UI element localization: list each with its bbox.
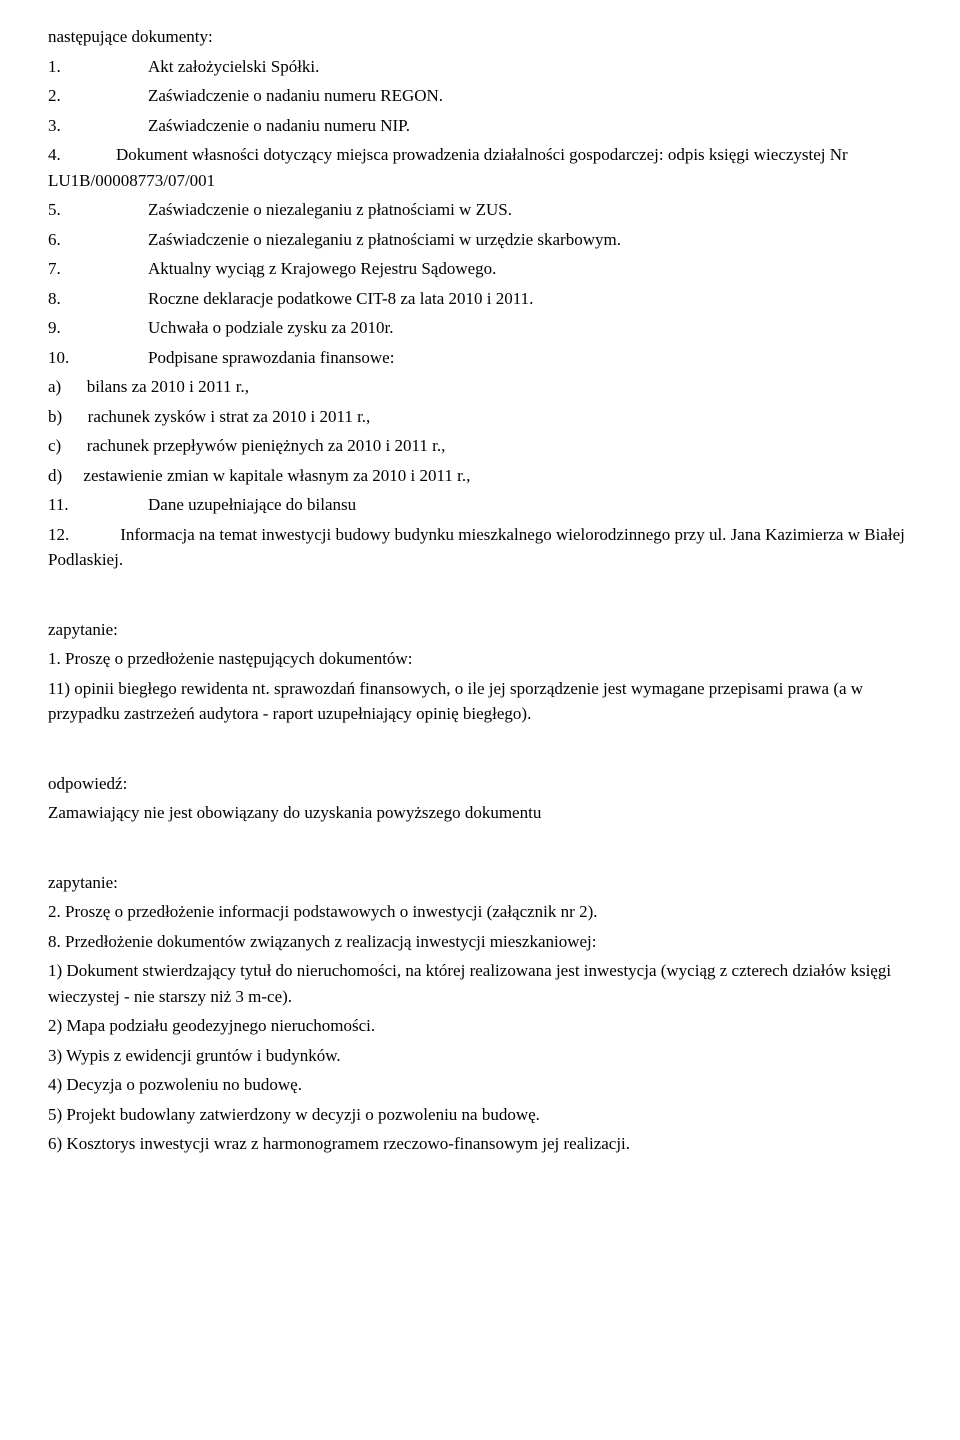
- item-text: Roczne deklaracje podatkowe CIT-8 za lat…: [148, 286, 912, 312]
- query2-sub4: 4) Decyzja o pozwoleniu no budowę.: [48, 1072, 912, 1098]
- query2-sub3: 3) Wypis z ewidencji gruntów i budynków.: [48, 1043, 912, 1069]
- item-text: Dane uzupełniające do bilansu: [148, 492, 912, 518]
- list-item-12: 12. Informacja na temat inwestycji budow…: [48, 522, 912, 573]
- item-number: 8.: [48, 286, 148, 312]
- query-label-2: zapytanie:: [48, 870, 912, 896]
- item-number: 2.: [48, 83, 148, 109]
- list-item: 3. Zaświadczenie o nadaniu numeru NIP.: [48, 113, 912, 139]
- item-number: 9.: [48, 315, 148, 341]
- list-item: 10. Podpisane sprawozdania finansowe:: [48, 345, 912, 371]
- sub-item-d: d) zestawienie zmian w kapitale własnym …: [48, 463, 912, 489]
- list-item: 5. Zaświadczenie o niezaleganiu z płatno…: [48, 197, 912, 223]
- item-text: Zaświadczenie o niezaleganiu z płatności…: [148, 197, 912, 223]
- query2-line2: 8. Przedłożenie dokumentów związanych z …: [48, 929, 912, 955]
- list-item: 2. Zaświadczenie o nadaniu numeru REGON.: [48, 83, 912, 109]
- list-item: 8. Roczne deklaracje podatkowe CIT-8 za …: [48, 286, 912, 312]
- item-text: Akt założycielski Spółki.: [148, 54, 912, 80]
- item-number: 6.: [48, 227, 148, 253]
- item-text: Zaświadczenie o nadaniu numeru NIP.: [148, 113, 912, 139]
- sub-item-a: a) bilans za 2010 i 2011 r.,: [48, 374, 912, 400]
- item-number: 7.: [48, 256, 148, 282]
- answer-body: Zamawiający nie jest obowiązany do uzysk…: [48, 800, 912, 826]
- item-number: 11.: [48, 492, 148, 518]
- item-number: 5.: [48, 197, 148, 223]
- list-item: 6. Zaświadczenie o niezaleganiu z płatno…: [48, 227, 912, 253]
- item-text: Uchwała o podziale zysku za 2010r.: [148, 315, 912, 341]
- list-item: 9. Uchwała o podziale zysku za 2010r.: [48, 315, 912, 341]
- answer-label: odpowiedź:: [48, 771, 912, 797]
- query-sub-1: 11) opinii biegłego rewidenta nt. sprawo…: [48, 676, 912, 727]
- query2-line1: 2. Proszę o przedłożenie informacji pods…: [48, 899, 912, 925]
- list-item-4: 4. Dokument własności dotyczący miejsca …: [48, 142, 912, 193]
- item-text: Zaświadczenie o nadaniu numeru REGON.: [148, 83, 912, 109]
- item-text: Aktualny wyciąg z Krajowego Rejestru Sąd…: [148, 256, 912, 282]
- item-number: 10.: [48, 345, 148, 371]
- query2-sub5: 5) Projekt budowlany zatwierdzony w decy…: [48, 1102, 912, 1128]
- item-text: Podpisane sprawozdania finansowe:: [148, 345, 912, 371]
- query-body-1: 1. Proszę o przedłożenie następujących d…: [48, 646, 912, 672]
- list-item-11: 11. Dane uzupełniające do bilansu: [48, 492, 912, 518]
- item-number: 1.: [48, 54, 148, 80]
- query2-sub6: 6) Kosztorys inwestycji wraz z harmonogr…: [48, 1131, 912, 1157]
- sub-item-b: b) rachunek zysków i strat za 2010 i 201…: [48, 404, 912, 430]
- item-text: Zaświadczenie o niezaleganiu z płatności…: [148, 227, 912, 253]
- sub-item-c: c) rachunek przepływów pieniężnych za 20…: [48, 433, 912, 459]
- item-number: 3.: [48, 113, 148, 139]
- intro-text: następujące dokumenty:: [48, 24, 912, 50]
- query2-sub1: 1) Dokument stwierdzający tytuł do nieru…: [48, 958, 912, 1009]
- query-label-1: zapytanie:: [48, 617, 912, 643]
- list-item: 7. Aktualny wyciąg z Krajowego Rejestru …: [48, 256, 912, 282]
- list-item: 1. Akt założycielski Spółki.: [48, 54, 912, 80]
- query2-sub2: 2) Mapa podziału geodezyjnego nieruchomo…: [48, 1013, 912, 1039]
